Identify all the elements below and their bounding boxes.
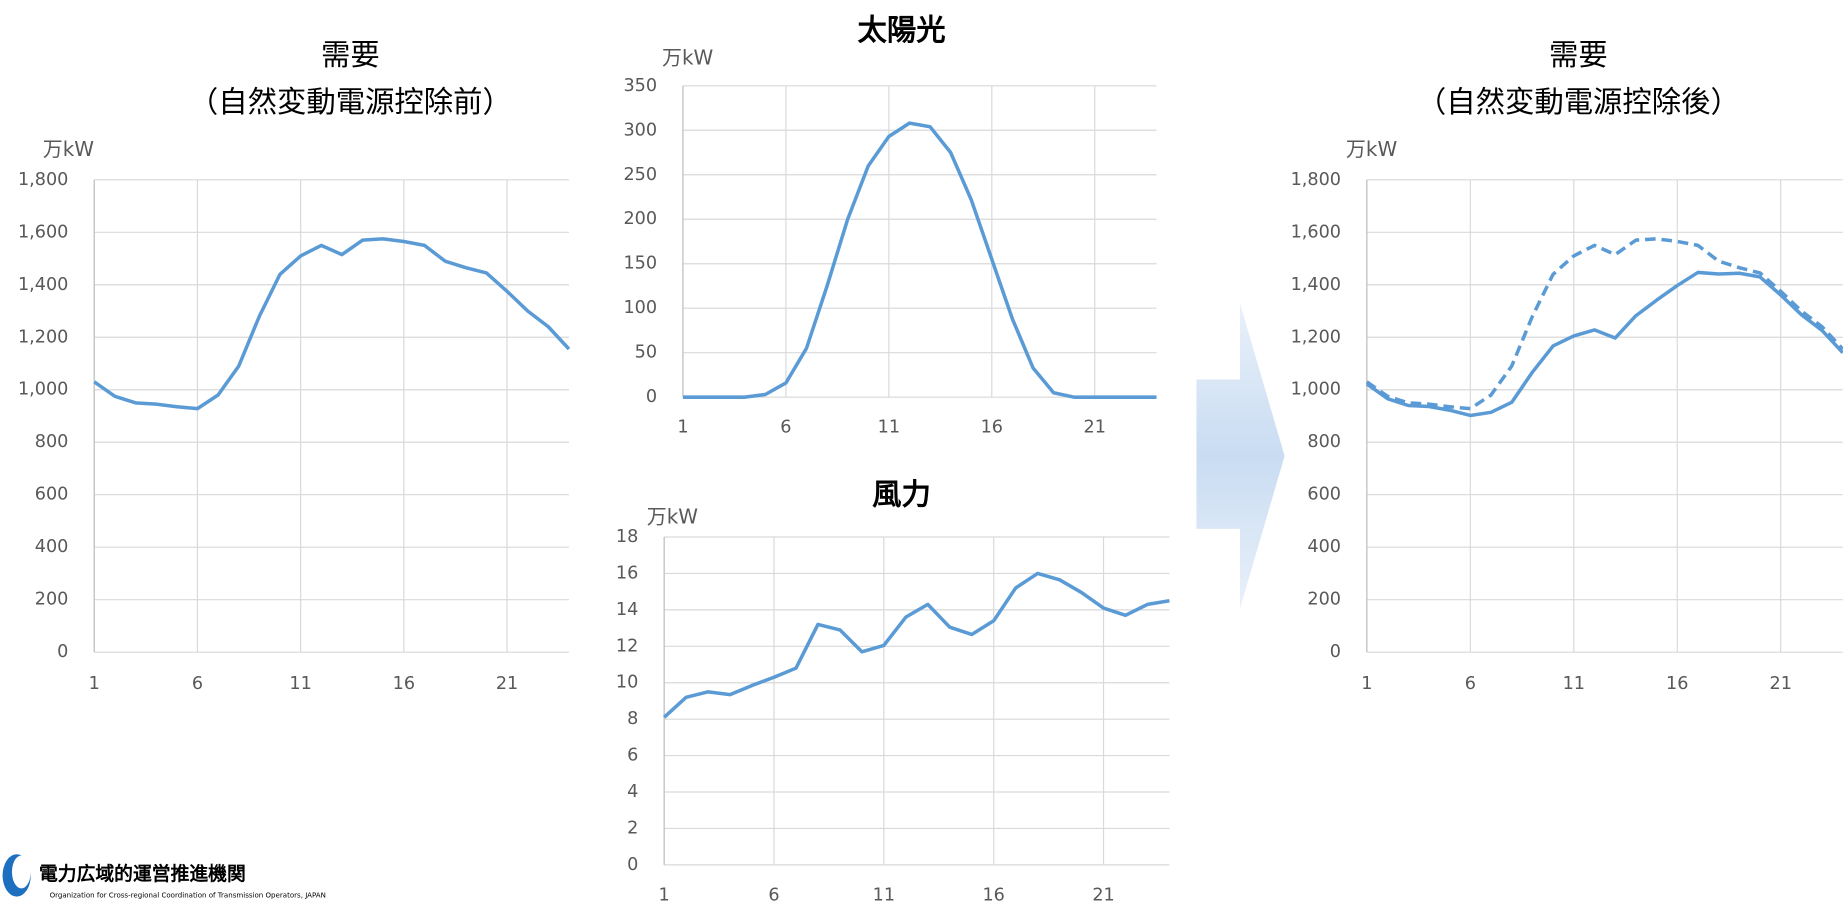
y-tick-label: 150 [623,254,657,274]
y-tick-label: 1,800 [18,170,68,190]
y-tick-label: 6 [627,746,638,766]
x-tick-label: 1 [659,885,670,905]
y-tick-label: 0 [57,642,68,662]
logo-name: 電力広域的運営推進機関 [39,862,246,885]
y-tick-label: 1,200 [18,327,68,347]
x-tick-label: 16 [1666,674,1688,694]
y-tick-label: 100 [623,298,657,318]
y-tick-label: 1,200 [1291,327,1341,347]
data-line [662,571,1170,719]
x-tick-label: 21 [1769,674,1791,694]
chart-title: 需要 [321,38,380,72]
y-tick-label: 1,400 [18,275,68,295]
y-axis-label: 万kW [43,137,95,161]
chart-subtitle: （自然変動電源控除後） [1417,85,1740,119]
x-tick-label: 21 [1084,418,1106,438]
x-tick-label: 21 [1092,885,1114,905]
y-tick-label: 12 [616,636,638,656]
y-tick-label: 600 [35,485,69,505]
logo-mark [11,855,31,889]
y-tick-label: 250 [623,165,657,185]
data-line [1365,237,1843,411]
data-line [1365,270,1843,418]
y-tick-label: 50 [635,343,657,363]
y-tick-label: 0 [646,387,657,407]
y-tick-label: 1,800 [1291,170,1341,190]
y-tick-label: 400 [1307,537,1341,557]
y-tick-label: 14 [616,600,638,620]
y-tick-label: 200 [623,209,657,229]
y-axis-label: 万kW [1346,137,1398,161]
x-tick-label: 21 [496,674,518,694]
y-axis-label: 万kW [647,505,699,529]
x-tick-label: 6 [768,885,779,905]
y-tick-label: 0 [627,855,638,875]
x-tick-label: 1 [1361,674,1372,694]
y-tick-label: 1,000 [1291,380,1341,400]
y-tick-label: 600 [1307,485,1341,505]
x-tick-label: 1 [677,418,688,438]
x-tick-label: 16 [981,418,1003,438]
y-tick-label: 200 [1307,590,1341,610]
logo: 電力広域的運営推進機関 Organization for Cross-regio… [2,854,326,899]
x-tick-label: 16 [982,885,1004,905]
x-tick-label: 11 [873,885,895,905]
chart-title: 太陽光 [857,13,945,47]
y-tick-label: 10 [616,673,638,693]
arrow [1196,303,1285,609]
chart-title: 需要 [1549,38,1608,72]
x-tick-label: 6 [192,674,203,694]
y-tick-label: 800 [35,432,69,452]
y-tick-label: 18 [616,527,638,547]
x-tick-label: 11 [1563,674,1585,694]
x-tick-label: 16 [393,674,415,694]
chart-subtitle: （自然変動電源控除前） [189,85,512,119]
y-tick-label: 1,000 [18,380,68,400]
x-tick-label: 11 [878,418,900,438]
y-tick-label: 16 [616,563,638,583]
x-tick-label: 6 [780,418,791,438]
y-tick-label: 1,600 [1291,222,1341,242]
y-tick-label: 300 [623,120,657,140]
y-tick-label: 4 [627,782,638,802]
y-tick-label: 200 [35,590,69,610]
y-tick-label: 1,600 [18,222,68,242]
y-tick-label: 350 [623,76,657,96]
y-tick-label: 8 [627,709,638,729]
data-line [682,121,1157,399]
y-tick-label: 800 [1307,432,1341,452]
x-tick-label: 1 [89,674,100,694]
y-axis-label: 万kW [662,45,714,69]
y-tick-label: 2 [627,818,638,838]
y-tick-label: 1,400 [1291,275,1341,295]
y-tick-label: 0 [1330,642,1341,662]
y-tick-label: 400 [35,537,69,557]
x-tick-label: 6 [1465,674,1476,694]
chart-title: 風力 [872,477,931,511]
data-line [93,237,571,411]
x-tick-label: 11 [289,674,311,694]
logo-english: Organization for Cross-regional Coordina… [50,890,326,899]
